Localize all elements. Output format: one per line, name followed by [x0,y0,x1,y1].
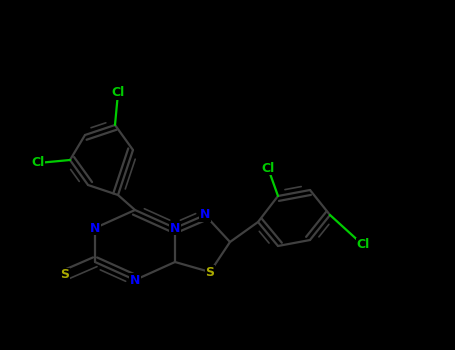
Text: N: N [130,273,140,287]
Text: S: S [206,266,214,279]
Text: Cl: Cl [261,161,275,175]
Text: Cl: Cl [111,86,125,99]
Text: Cl: Cl [356,238,369,252]
Text: Cl: Cl [31,156,45,169]
Text: N: N [90,222,100,235]
Text: N: N [170,222,180,235]
Text: N: N [200,209,210,222]
Text: S: S [61,268,70,281]
